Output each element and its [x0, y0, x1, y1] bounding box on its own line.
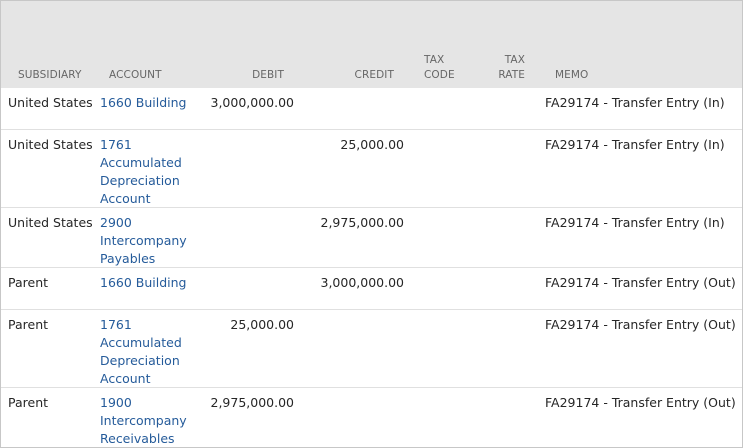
account-line: Receivables	[100, 431, 175, 446]
column-header-subsidiary[interactable]: SUBSIDIARY	[18, 69, 82, 81]
subsidiary-cell: Parent	[8, 275, 49, 290]
subsidiary-cell: United States	[8, 137, 93, 152]
column-header-tax-code-line1[interactable]: TAX	[424, 54, 445, 66]
credit-cell: 3,000,000.00	[320, 275, 405, 290]
memo-cell: FA29174 - Transfer Entry (Out)	[545, 317, 736, 332]
memo-cell: FA29174 - Transfer Entry (Out)	[545, 275, 736, 290]
account-line: Account	[100, 191, 151, 206]
account-line: Accumulated	[100, 155, 182, 170]
account-line: 1660 Building	[100, 275, 187, 290]
account-line: 1761	[100, 317, 132, 332]
table-row[interactable]: United States 1660 Building 3,000,000.00…	[1, 88, 742, 130]
column-header-memo[interactable]: MEMO	[555, 69, 589, 81]
credit-cell: 25,000.00	[340, 137, 404, 152]
account-line: Account	[100, 371, 151, 386]
account-line: Payables	[100, 251, 156, 266]
account-line: 2900	[100, 215, 132, 230]
account-line: Accumulated	[100, 335, 182, 350]
account-link[interactable]: 1660 Building	[100, 274, 187, 292]
memo-cell: FA29174 - Transfer Entry (Out)	[545, 395, 736, 410]
column-header-tax-code-line2[interactable]: CODE	[424, 69, 455, 81]
subsidiary-cell: Parent	[8, 317, 49, 332]
account-line: 1660 Building	[100, 95, 187, 110]
column-header-debit[interactable]: DEBIT	[252, 69, 284, 81]
table-row[interactable]: Parent 1660 Building 3,000,000.00 FA2917…	[1, 268, 742, 310]
debit-cell: 2,975,000.00	[210, 395, 295, 410]
account-line: Depreciation	[100, 173, 180, 188]
table-row[interactable]: Parent 1900 Intercompany Receivables 2,9…	[1, 388, 742, 447]
subsidiary-cell: United States	[8, 95, 93, 110]
account-link[interactable]: 1900 Intercompany Receivables	[100, 394, 187, 447]
memo-cell: FA29174 - Transfer Entry (In)	[545, 95, 725, 110]
account-link[interactable]: 2900 Intercompany Payables	[100, 214, 187, 268]
column-header-account[interactable]: ACCOUNT	[109, 69, 162, 81]
account-link[interactable]: 1660 Building	[100, 94, 187, 112]
debit-cell: 3,000,000.00	[210, 95, 295, 110]
table-row[interactable]: United States 1761 Accumulated Depreciat…	[1, 130, 742, 208]
table-row[interactable]: United States 2900 Intercompany Payables…	[1, 208, 742, 268]
memo-cell: FA29174 - Transfer Entry (In)	[545, 137, 725, 152]
account-line: Intercompany	[100, 413, 187, 428]
credit-cell: 2,975,000.00	[320, 215, 405, 230]
column-header-tax-rate-line2[interactable]: RATE	[498, 69, 525, 81]
subsidiary-cell: United States	[8, 215, 93, 230]
account-link[interactable]: 1761 Accumulated Depreciation Account	[100, 316, 182, 388]
account-line: 1900	[100, 395, 132, 410]
debit-cell: 25,000.00	[230, 317, 294, 332]
account-link[interactable]: 1761 Accumulated Depreciation Account	[100, 136, 182, 208]
subsidiary-cell: Parent	[8, 395, 49, 410]
table-header: SUBSIDIARY ACCOUNT DEBIT CREDIT TAX CODE…	[1, 1, 742, 89]
column-header-tax-rate-line1[interactable]: TAX	[504, 54, 525, 66]
memo-cell: FA29174 - Transfer Entry (In)	[545, 215, 725, 230]
account-line: 1761	[100, 137, 132, 152]
table-row[interactable]: Parent 1761 Accumulated Depreciation Acc…	[1, 310, 742, 388]
account-line: Intercompany	[100, 233, 187, 248]
account-line: Depreciation	[100, 353, 180, 368]
column-header-credit[interactable]: CREDIT	[354, 69, 394, 81]
